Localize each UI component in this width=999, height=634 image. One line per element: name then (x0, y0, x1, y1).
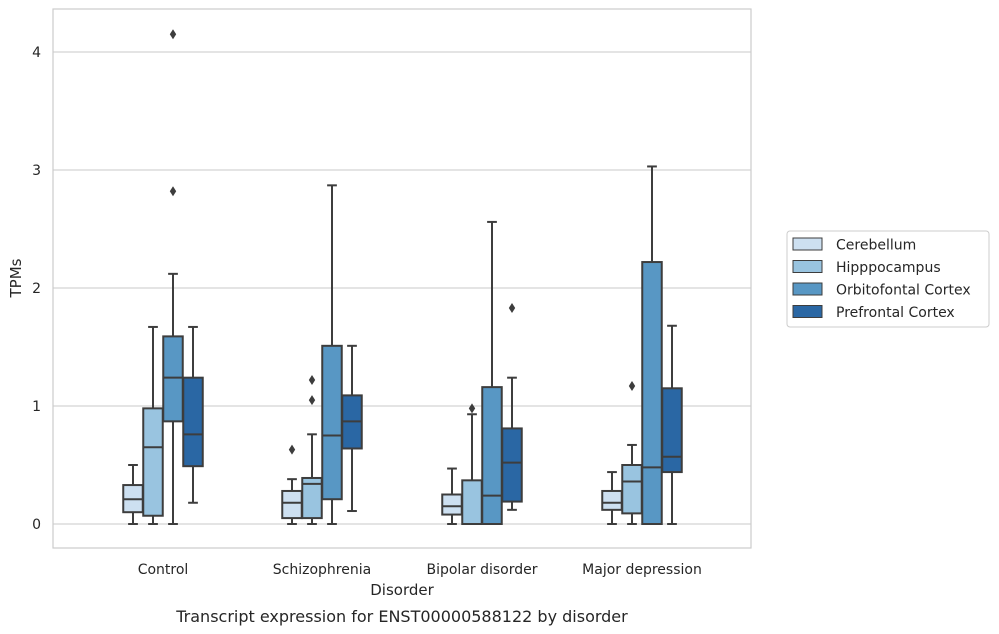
box-iqr (281, 489, 303, 520)
legend-entry: Cerebellum (792, 237, 916, 254)
box-iqr (601, 489, 623, 511)
x-tick-label: Control (138, 562, 189, 578)
x-tick-label: Bipolar disorder (426, 562, 537, 578)
legend-label: Cerebellum (836, 238, 916, 254)
box-3-3 (661, 324, 683, 525)
legend-entry: Prefrontal Cortex (792, 305, 955, 321)
legend: Cerebellum Hipppocampus Orbitofontal Corte… (786, 230, 990, 328)
outlier-point (628, 380, 636, 391)
legend-swatch (792, 260, 823, 273)
box-3-0 (182, 325, 204, 504)
y-tick-label: 3 (32, 163, 41, 179)
box-iqr (661, 387, 683, 474)
outlier-point (468, 403, 476, 414)
x-tick-label: Schizophrenia (273, 562, 371, 578)
box-0-1 (281, 444, 303, 525)
legend-label: Prefrontal Cortex (836, 305, 955, 321)
outlier-point (169, 29, 177, 40)
box-iqr (142, 407, 164, 517)
box-iqr (481, 386, 503, 525)
box-iqr (501, 427, 523, 503)
box-iqr (162, 335, 184, 423)
box-1-2 (461, 403, 483, 525)
y-tick-label: 2 (32, 281, 41, 297)
y-tick-labels: 0 1 2 3 4 (32, 45, 41, 533)
legend-label: Hipppocampus (836, 260, 941, 276)
box-2-0 (162, 29, 184, 525)
legend-swatch (792, 305, 823, 318)
box-2-3 (641, 165, 663, 525)
x-axis-label: Disorder (370, 581, 434, 599)
box-0-2 (441, 467, 463, 525)
box-iqr (461, 479, 483, 525)
box-iqr (182, 376, 204, 468)
box-2-1 (321, 184, 343, 525)
box-0-0 (122, 464, 144, 525)
legend-label: Orbitofontal Cortex (836, 283, 971, 299)
box-1-3 (621, 380, 643, 525)
y-axis-label: TPMs (7, 258, 25, 298)
y-tick-label: 4 (32, 45, 41, 61)
legend-swatch (792, 237, 823, 251)
box-iqr (321, 344, 343, 501)
box-3-1 (341, 344, 363, 513)
outlier-point (308, 395, 316, 406)
x-tick-label: Major depression (582, 562, 702, 578)
outlier-point (169, 186, 177, 197)
box-iqr (621, 464, 643, 515)
chart-title: Transcript expression for ENST0000058812… (175, 607, 628, 626)
box-iqr (641, 261, 663, 525)
outlier-point (288, 444, 296, 455)
box-1-0 (142, 325, 164, 525)
legend-entry: Hipppocampus (792, 260, 941, 276)
box-0-3 (601, 471, 623, 525)
legend-swatch (792, 282, 823, 296)
legend-entry: Orbitofontal Cortex (792, 282, 971, 299)
plot-frame (52, 8, 752, 549)
y-tick-label: 1 (32, 399, 41, 415)
box-1-1 (301, 375, 323, 525)
box-3-2 (501, 303, 523, 511)
outlier-point (308, 375, 316, 386)
box-iqr (441, 493, 463, 516)
y-tick-label: 0 (32, 517, 41, 533)
outlier-point (508, 303, 516, 314)
box-series (122, 29, 683, 525)
x-tick-labels: Control Schizophrenia Bipolar disorder Majo… (138, 562, 702, 578)
box-2-2 (481, 220, 503, 525)
legend-frame (786, 230, 990, 328)
